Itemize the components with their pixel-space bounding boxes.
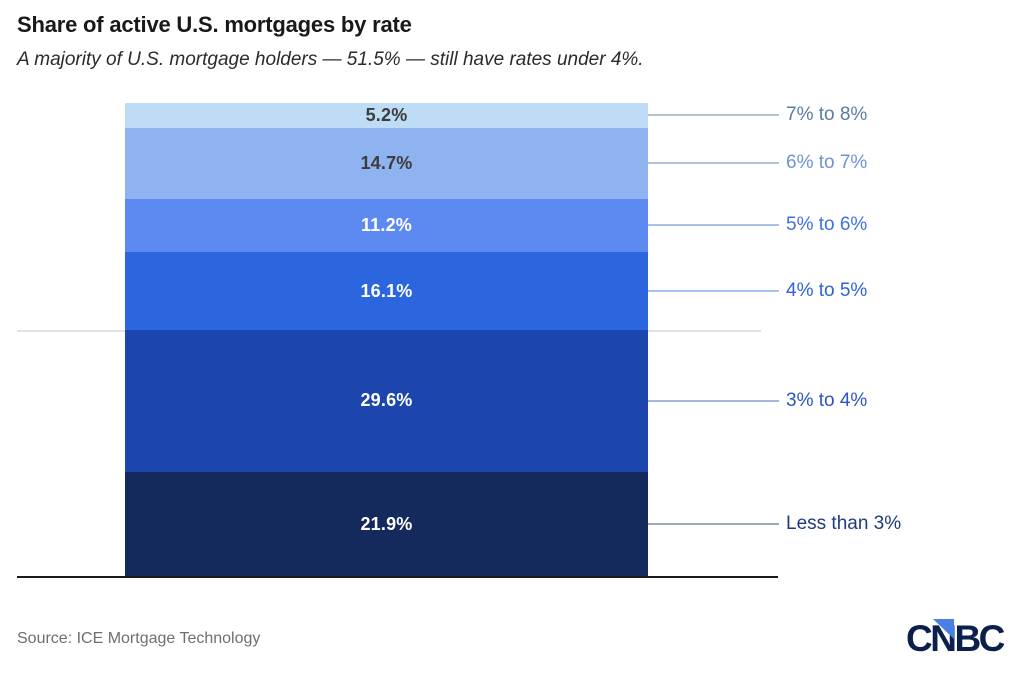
chart-subtitle: A majority of U.S. mortgage holders — 51…	[17, 49, 644, 70]
segment-value-label: 14.7%	[360, 152, 413, 173]
category-label: Less than 3%	[786, 513, 902, 535]
chart-title: Share of active U.S. mortgages by rate	[17, 12, 412, 37]
leader-line	[648, 224, 779, 227]
category-label: 3% to 4%	[786, 389, 868, 411]
bar-segment-3-to-4-: 29.6%	[125, 329, 648, 472]
category-label: 6% to 7%	[786, 152, 868, 174]
stacked-bar: 5.2% 14.7% 11.2% 16.1% 29.6% 21.9%	[125, 103, 648, 577]
leader-line	[648, 114, 779, 117]
bar-segment-5-to-6-: 11.2%	[125, 198, 648, 253]
leader-line	[648, 162, 779, 165]
leader-line	[648, 290, 779, 292]
bar-segment-6-to-7-: 14.7%	[125, 127, 648, 199]
segment-value-label: 5.2%	[365, 104, 408, 125]
category-label: 4% to 5%	[786, 280, 868, 301]
segment-value-label: 21.9%	[360, 513, 413, 534]
leader-line	[648, 523, 779, 526]
bar-segment-7-to-8-: 5.2%	[125, 103, 648, 128]
category-label: 7% to 8%	[786, 104, 868, 126]
category-label: 5% to 6%	[786, 214, 868, 236]
bar-segment-less-than-3-: 21.9%	[125, 471, 648, 577]
cnbc-logo-letters: CNBC	[906, 618, 1005, 659]
leader-line	[648, 399, 779, 402]
segment-value-label: 11.2%	[360, 214, 413, 235]
segment-value-label: 16.1%	[360, 280, 413, 301]
segment-value-label: 29.6%	[360, 390, 413, 411]
x-axis-line	[17, 576, 778, 578]
source-text: Source: ICE Mortgage Technology	[17, 630, 261, 647]
bar-segment-4-to-5-: 16.1%	[125, 252, 648, 330]
cnbc-logo: CNBC	[906, 618, 1012, 662]
